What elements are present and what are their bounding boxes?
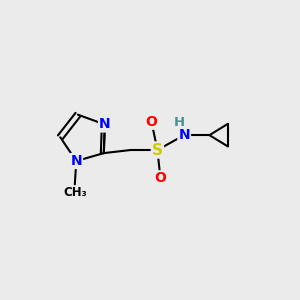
Text: H: H: [174, 116, 185, 129]
Text: S: S: [152, 142, 163, 158]
Text: CH₃: CH₃: [63, 186, 87, 199]
Text: N: N: [70, 154, 82, 168]
Text: N: N: [99, 118, 111, 131]
Text: N: N: [178, 128, 190, 142]
Text: O: O: [146, 115, 158, 129]
Text: O: O: [154, 171, 166, 185]
